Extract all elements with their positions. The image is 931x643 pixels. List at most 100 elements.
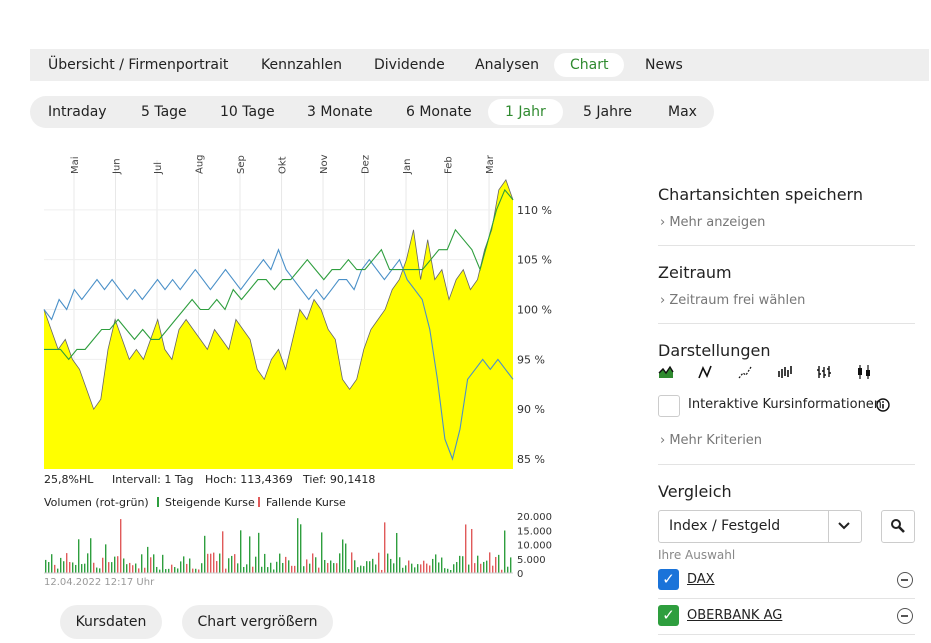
volume-bar [198,569,200,573]
volume-bar [390,558,392,573]
volume-bar [264,553,266,573]
tab-dividende[interactable]: Dividende [374,57,445,73]
oberbank-checkbox[interactable]: ✓ [658,605,679,626]
range-tab-5-jahre[interactable]: 5 Jahre [583,104,632,120]
candlestick-chart-icon[interactable] [856,364,872,380]
volume-bar [291,565,293,573]
volume-bar [375,564,377,573]
volume-bar [444,568,446,573]
dax-link[interactable]: DAX [687,572,715,587]
kursdaten-button[interactable]: Kursdaten [60,605,162,639]
volume-bar [93,562,95,573]
remove-oberbank-icon[interactable] [897,608,913,624]
volume-bar [147,546,149,573]
interaktiv-checkbox[interactable] [658,395,680,417]
mehr-kriterien-label: Mehr Kriterien [669,433,763,448]
volume-bar [150,557,152,573]
price-chart[interactable]: Mai Jun Jul Aug Sep Okt Nov Dez Jan Feb Mar 110 % 10… [40,148,600,578]
volume-bar [456,562,458,573]
remove-dax-icon[interactable] [897,572,913,588]
range-tab-3-monate[interactable]: 3 Monate [307,104,373,120]
volume-bar [405,565,407,573]
volume-bar [246,564,248,573]
volume-bar [231,555,233,573]
volume-bar [141,554,143,573]
volume-bar [306,559,308,573]
volume-legend-fallend: Fallende Kurse [258,496,346,509]
dax-checkbox[interactable]: ✓ [658,569,679,590]
tab-uebersicht[interactable]: Übersicht / Firmenportrait [48,57,229,73]
ihre-auswahl-label: Ihre Auswahl [658,548,736,562]
oberbank-link[interactable]: OBERBANK AG [687,608,783,623]
volume-bar [315,557,317,573]
search-button[interactable] [881,510,915,543]
volume-bar [471,528,473,573]
volume-bar [450,569,452,573]
volume-bar [498,554,500,573]
zeitraum-title: Zeitraum [658,263,732,282]
y-tick-label: 100 % [517,304,552,317]
volume-bar [162,554,164,573]
volume-bar [120,519,122,573]
vergleich-select[interactable]: Index / Festgeld [658,510,862,543]
tab-analysen[interactable]: Analysen [475,57,539,73]
volume-bar [465,524,467,573]
volume-bar [381,569,383,573]
volume-bar [252,566,254,573]
line-chart-icon[interactable] [697,364,713,380]
month-tick-label: Nov [319,154,330,174]
vergleich-select-value: Index / Festgeld [669,518,781,534]
volume-bar [117,556,119,573]
volume-bar [477,555,479,573]
month-tick-label: Aug [195,154,206,174]
range-tab-max[interactable]: Max [668,104,697,120]
volume-bar [87,553,89,573]
divider [658,323,915,324]
ohlc-chart-icon[interactable] [777,364,793,380]
y-tick-label: 90 % [517,403,545,416]
volume-bar [354,560,356,573]
volume-bar [207,553,209,573]
volume-bar [339,553,341,573]
volume-bar [468,564,470,573]
chevron-right-icon: › [660,293,666,308]
tab-chart[interactable]: Chart [554,53,625,77]
tab-news[interactable]: News [645,57,683,73]
volume-bar [459,555,461,573]
range-tab-intraday[interactable]: Intraday [48,104,107,120]
volume-tick-label: 5.000 [517,555,546,566]
mehr-anzeigen-link[interactable]: › Mehr anzeigen [660,215,765,230]
chart-hoch-info: Hoch: 113,4369 [205,473,293,486]
tab-kennzahlen[interactable]: Kennzahlen [261,57,343,73]
interaktiv-label: Interaktive Kursinformationen [688,397,883,412]
chevron-right-icon: › [660,433,666,448]
volume-bar [276,561,278,573]
volume-bar [240,530,242,573]
chart-vergroessern-button[interactable]: Chart vergrößern [182,605,333,639]
volume-bar [60,557,62,573]
volume-bar [159,569,161,573]
range-tab-1-jahr[interactable]: 1 Jahr [488,99,563,125]
range-tab-10-tage[interactable]: 10 Tage [220,104,275,120]
volume-tick-label: 20.000 [517,512,552,523]
volume-bar [480,563,482,573]
dot-line-chart-icon[interactable] [737,364,753,380]
volume-bar [192,568,194,573]
volume-bar [474,563,476,573]
volume-bar [432,558,434,573]
volume-bar [399,557,401,573]
volume-bar [45,559,47,573]
area-chart-icon[interactable] [658,364,674,380]
volume-bar [81,564,83,573]
range-tab-5-tage[interactable]: 5 Tage [141,104,187,120]
y-tick-label: 105 % [517,254,552,267]
month-tick-label: Feb [444,156,455,174]
info-icon[interactable] [876,398,890,412]
range-tab-6-monate[interactable]: 6 Monate [406,104,472,120]
bar-chart-icon[interactable] [816,364,832,380]
volume-bar [174,567,176,573]
mehr-kriterien-link[interactable]: › Mehr Kriterien [660,433,762,448]
volume-bar [441,557,443,573]
volume-bar [312,553,314,573]
zeitraum-link[interactable]: › Zeitraum frei wählen [660,293,805,308]
